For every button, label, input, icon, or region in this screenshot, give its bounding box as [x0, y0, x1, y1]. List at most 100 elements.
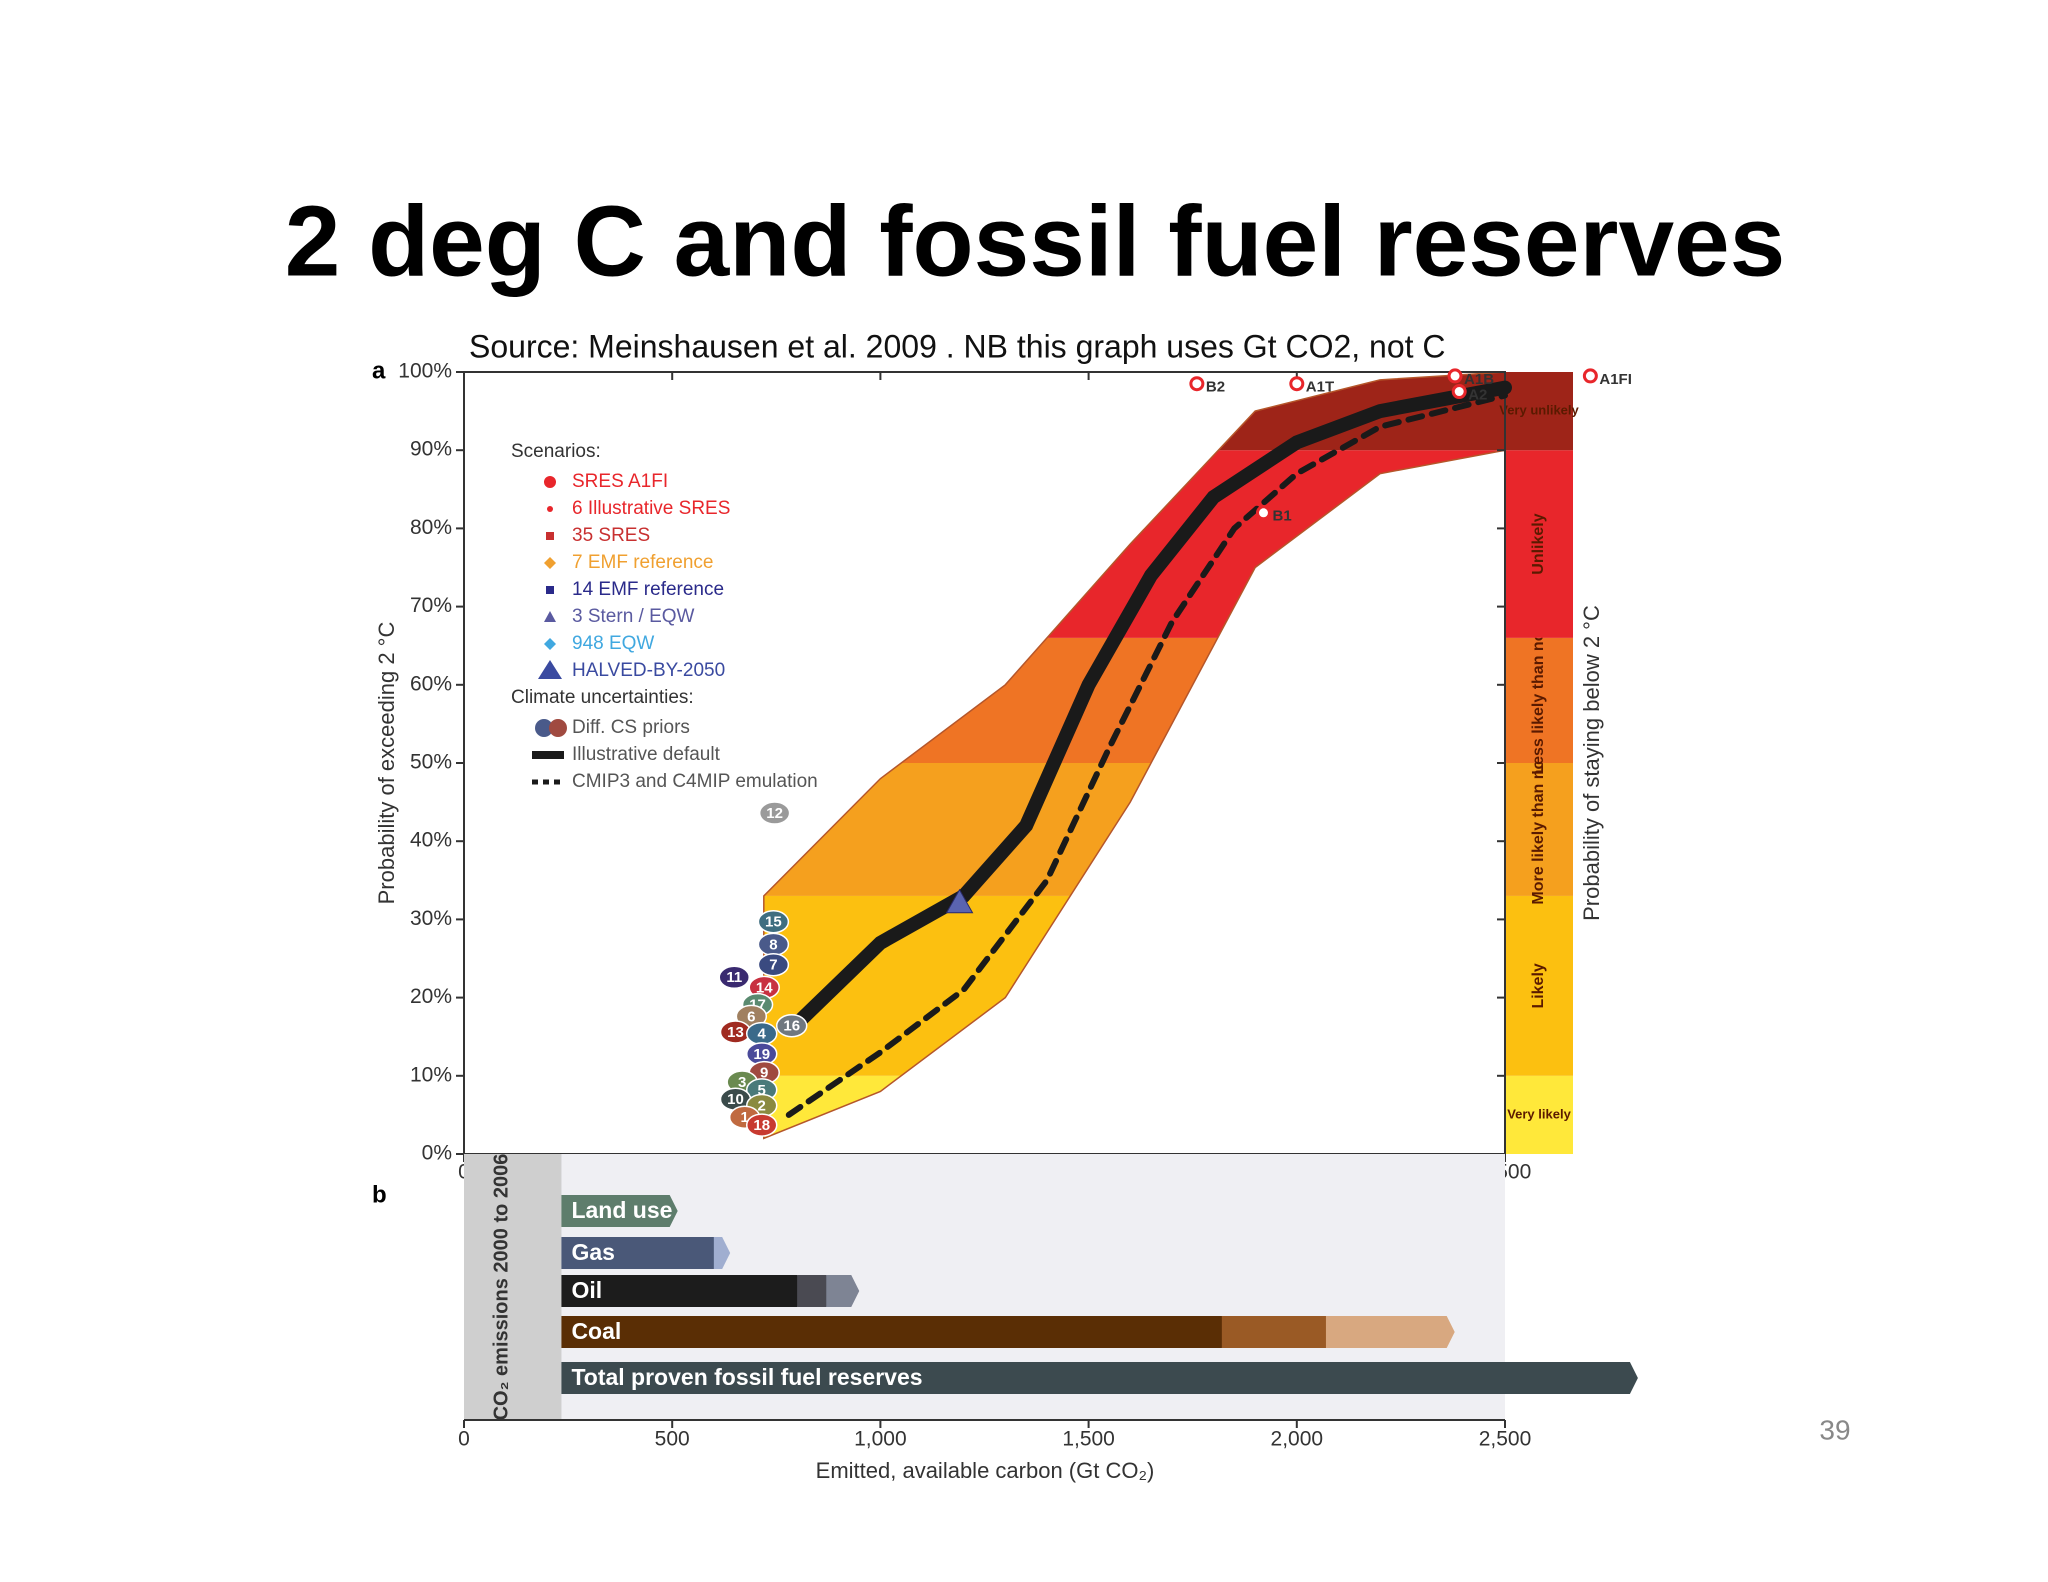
y-tick-label: 30% [410, 907, 452, 930]
x-tick-label: 0 [458, 1428, 470, 1451]
y-tick-label: 60% [410, 672, 452, 695]
scenario-number: 12 [766, 805, 783, 822]
x-axis-label: Emitted, available carbon (Gt CO₂) [816, 1458, 1155, 1483]
y-tick-label: 10% [410, 1063, 452, 1086]
likelihood-band [1505, 895, 1573, 1076]
scenario-number: 13 [727, 1024, 744, 1041]
scenario-number: 11 [726, 969, 742, 986]
named-point-label: B1 [1272, 508, 1291, 525]
likelihood-band [1505, 763, 1573, 896]
likelihood-band [1505, 1075, 1573, 1154]
x-tick-label: 1,500 [1062, 1428, 1115, 1451]
emitted-region [464, 1154, 562, 1420]
legend-label: Diff. CS priors [572, 717, 690, 738]
named-point-label: A1T [1306, 379, 1334, 396]
y-tick-label: 70% [410, 594, 452, 617]
legend-marker [544, 611, 556, 622]
legend-marker [535, 719, 553, 737]
scenario-number: 15 [765, 914, 782, 931]
x-tick-label: 1,000 [854, 1428, 907, 1451]
band-fill [763, 372, 1505, 451]
bar-label: Coal [571, 1318, 621, 1344]
named-point-label: A2 [1468, 387, 1487, 404]
slide-title: 2 deg C and fossil fuel reserves [285, 185, 1786, 297]
legend-label: 3 Stern / EQW [572, 606, 695, 627]
legend-label: 35 SRES [572, 525, 650, 546]
band-fill [763, 1075, 1505, 1139]
scenario-number: 4 [758, 1026, 767, 1043]
legend-marker [542, 474, 558, 490]
legend-label: 948 EQW [572, 633, 654, 654]
band-label: Unlikely [1530, 513, 1547, 574]
named-point [1582, 368, 1598, 384]
likelihood-band [1505, 450, 1573, 638]
bar-segment [561, 1275, 806, 1307]
bar-segment [1221, 1316, 1334, 1348]
legend-label: 14 EMF reference [572, 579, 724, 600]
legend-label: 6 Illustrative SRES [572, 498, 730, 519]
scenario-marker [758, 801, 791, 825]
y-tick-label: 40% [410, 829, 452, 852]
page-number: 39 [1819, 1414, 1850, 1445]
scenario-number: 3 [738, 1074, 746, 1091]
legend-label: Illustrative default [572, 744, 721, 765]
x-tick-label: 2,500 [1479, 1428, 1532, 1451]
y-tick-label: 0% [422, 1142, 452, 1165]
panel-label: a [372, 357, 386, 384]
legend-marker [544, 638, 556, 650]
y-axis-label: Probability of exceeding 2 °C [374, 622, 399, 905]
named-point-label: A1B [1464, 371, 1494, 388]
scenario-number: 5 [758, 1082, 766, 1099]
bar-segment [561, 1195, 678, 1227]
named-point-label: B2 [1206, 379, 1225, 396]
bar-segment [561, 1316, 1230, 1348]
y-tick-label: 90% [410, 438, 452, 461]
legend-marker [547, 506, 553, 512]
likelihood-band [1505, 372, 1573, 451]
legend-label: HALVED-BY-2050 [572, 660, 725, 681]
band-label: More likely than not [1530, 754, 1547, 905]
y-tick-label: 80% [410, 516, 452, 539]
named-point [1189, 376, 1205, 392]
named-point [1255, 505, 1271, 521]
y2-axis-label: Probability of staying below 2 °C [1579, 605, 1604, 921]
legend-marker [546, 532, 554, 540]
scenario-number: 6 [747, 1008, 755, 1025]
bar-segment [561, 1362, 1638, 1394]
x-tick-label: 2,000 [1271, 1428, 1324, 1451]
y-tick-label: 50% [410, 751, 452, 774]
scenario-marker [775, 1014, 808, 1038]
scenario-marker [745, 1113, 778, 1137]
series-line [792, 380, 1512, 1029]
band-label: Likely [1530, 963, 1547, 1008]
scenario-number: 7 [769, 957, 777, 974]
scenario-marker [757, 953, 790, 977]
scenario-number: 2 [758, 1097, 766, 1114]
bar-segment [561, 1237, 722, 1269]
y-tick-label: 20% [410, 985, 452, 1008]
bar-label: Land use [571, 1197, 672, 1223]
named-point [1289, 376, 1305, 392]
source-note: Source: Meinshausen et al. 2009 . NB thi… [469, 328, 1446, 364]
x-tick-label: 500 [655, 1428, 690, 1451]
legend-marker [546, 586, 554, 594]
legend-label: 7 EMF reference [572, 552, 714, 573]
legend-marker [544, 557, 556, 569]
scenario-number: 9 [760, 1065, 768, 1082]
legend-label: Climate uncertainties: [511, 687, 694, 708]
scenario-number: 8 [769, 936, 777, 953]
bar-label: Gas [571, 1239, 614, 1265]
named-point [1447, 368, 1463, 384]
scenario-number: 19 [753, 1046, 770, 1063]
bar-label: Oil [571, 1277, 602, 1303]
named-point [1451, 384, 1467, 400]
scenario-number: 14 [756, 979, 773, 996]
scenario-number: 10 [727, 1091, 744, 1108]
bar-label: Total proven fossil fuel reserves [571, 1364, 922, 1390]
y-tick-label: 100% [398, 360, 452, 383]
legend-label: SRES A1FI [572, 471, 668, 492]
scenario-marker [718, 965, 750, 990]
likelihood-band [1505, 637, 1573, 763]
legend-marker [549, 719, 567, 737]
